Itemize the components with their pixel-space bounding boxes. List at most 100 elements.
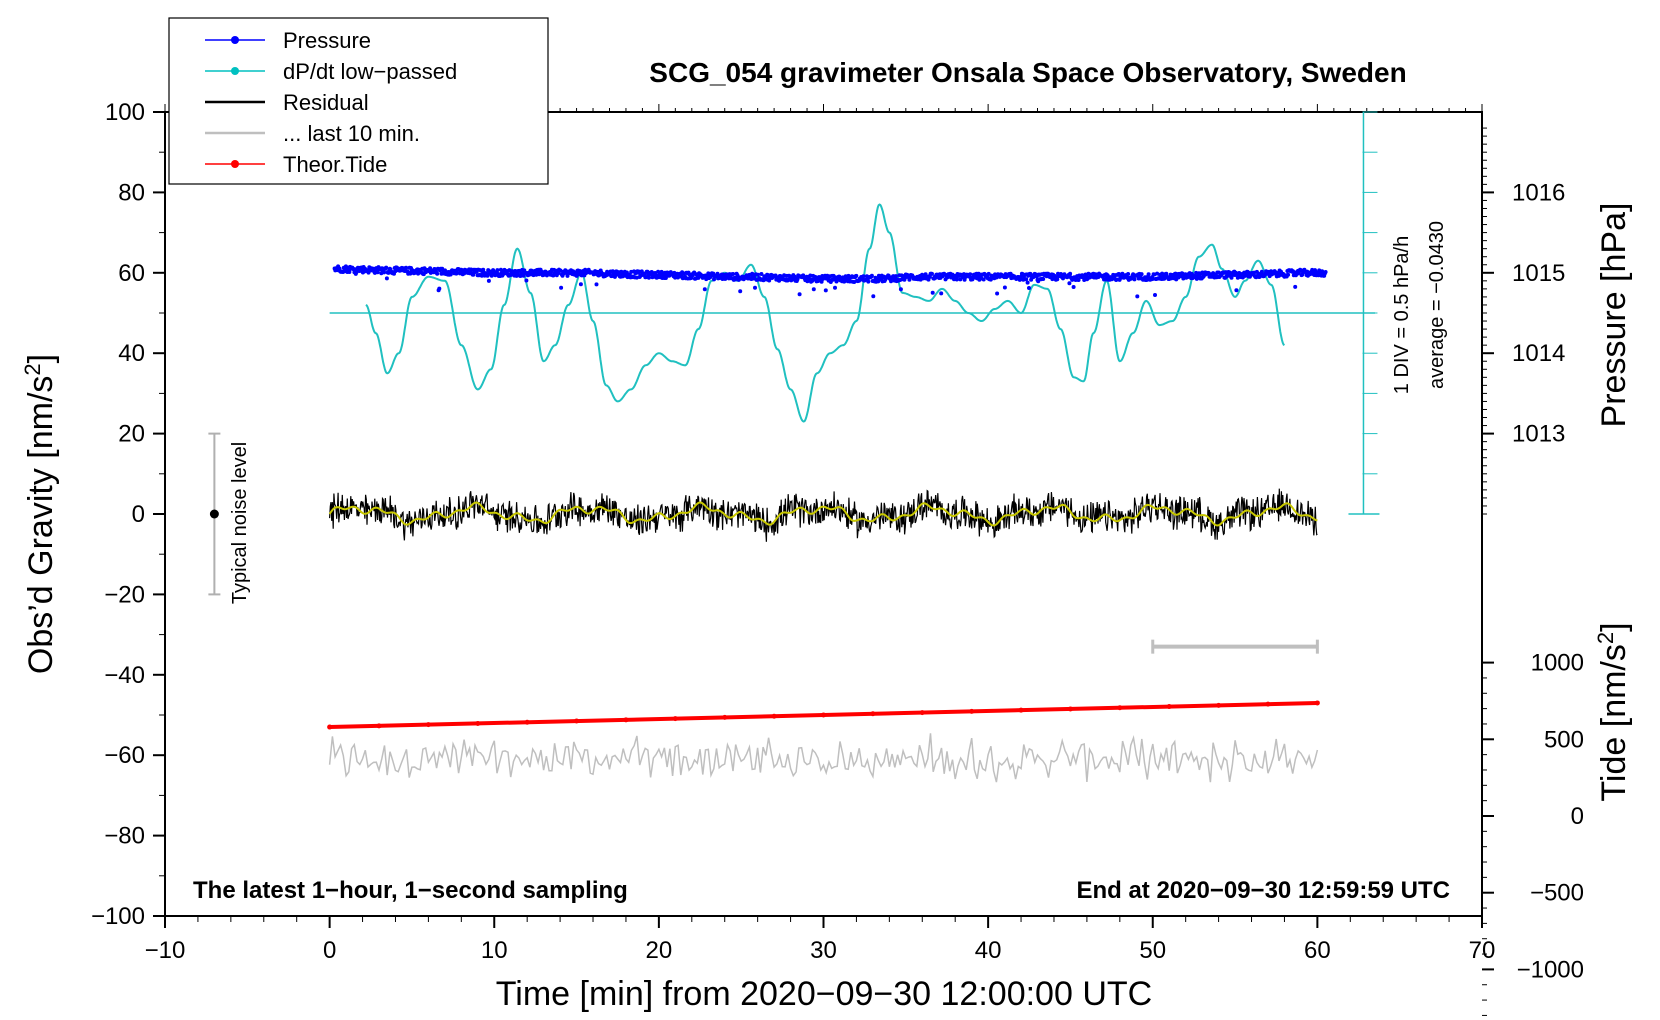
tide-point — [327, 724, 333, 730]
pressure-point — [871, 294, 876, 299]
pressure-point — [927, 274, 932, 279]
y-tick-label: 100 — [105, 99, 145, 126]
tide-point — [425, 722, 431, 728]
pressure-point — [995, 291, 1000, 296]
pressure-point — [823, 288, 828, 293]
residual-layer — [329, 488, 1318, 542]
pressure-point — [861, 274, 866, 279]
pressure-point — [437, 286, 442, 291]
y-axis-label: Obs’d Gravity [nm/s2] — [20, 354, 61, 674]
pressure-point — [448, 272, 453, 277]
legend-label-last10: ... last 10 min. — [283, 121, 420, 146]
pressure-point — [854, 273, 859, 278]
x-tick-label: 20 — [646, 937, 673, 964]
pressure-point — [981, 277, 986, 282]
pressure-point — [866, 279, 871, 284]
noise-center-dot — [209, 509, 219, 519]
pressure-point — [1002, 285, 1007, 290]
pressure-point — [702, 287, 707, 292]
tide-point — [1067, 706, 1073, 712]
pressure-point — [1068, 271, 1073, 276]
pressure-point — [1153, 293, 1157, 297]
pressure-point — [1259, 269, 1264, 274]
y-axis-label-main: Obs’d Gravity [nm/s — [22, 376, 60, 675]
pressure-point — [1150, 276, 1155, 281]
pressure-point — [930, 290, 935, 295]
y-tick-label: 0 — [132, 501, 145, 528]
y-axis-label-end: ] — [22, 354, 60, 363]
pressure-point — [939, 291, 944, 296]
tide-point — [672, 716, 678, 722]
pressure-tick-label: 1013 — [1512, 421, 1565, 448]
tide-point — [870, 711, 876, 717]
tide-tick-label: −500 — [1530, 880, 1584, 907]
pressure-point — [755, 272, 760, 277]
pressure-point — [898, 287, 903, 292]
tide-point — [623, 717, 629, 723]
pressure-point — [1025, 280, 1030, 285]
pressure-point — [1076, 278, 1081, 282]
pressure-point — [565, 273, 570, 278]
tide-point — [574, 718, 580, 724]
y-tick-label: −40 — [104, 662, 145, 689]
smoothed-residual-line — [328, 501, 1318, 527]
legend-label-pressure: Pressure — [283, 28, 371, 53]
tide-axis-label-main: Tide [nm/s — [1595, 644, 1633, 801]
pressure-point — [869, 273, 874, 278]
tide-point — [1166, 704, 1172, 710]
y-tick-label: 60 — [118, 260, 145, 287]
pressure-point — [759, 272, 764, 276]
pressure-point — [435, 271, 440, 276]
y-axis-label-sup: 2 — [20, 363, 45, 375]
pressure-point — [1041, 277, 1046, 281]
pressure-point — [1323, 270, 1328, 274]
pressure-point — [384, 276, 389, 281]
tide-point — [1216, 702, 1222, 708]
y-tick-label: −60 — [104, 742, 145, 769]
legend-label-residual: Residual — [283, 90, 369, 115]
dpdt-div-label: 1 DIV = 0.5 hPa/h — [1391, 236, 1413, 394]
sampling-annotation: The latest 1−hour, 1−second sampling — [193, 877, 628, 904]
pressure-point — [889, 279, 893, 284]
pressure-point — [347, 270, 352, 274]
grey-trace-line — [328, 733, 1319, 783]
pressure-point — [954, 277, 959, 282]
pressure-point — [811, 287, 816, 292]
pressure-point — [712, 277, 716, 282]
tide-point — [1117, 705, 1123, 711]
end-time-annotation: End at 2020−09−30 12:59:59 UTC — [1076, 877, 1450, 904]
tide-point — [524, 719, 530, 725]
grey-trace-layer — [328, 733, 1319, 783]
legend-label-tide: Theor.Tide — [283, 152, 387, 177]
noise-level-label: Typical noise level — [229, 442, 251, 604]
x-tick-label: 60 — [1304, 937, 1331, 964]
tide-point — [1314, 700, 1320, 706]
tide-tick-label: −1000 — [1517, 956, 1584, 983]
pressure-tick-label: 1015 — [1512, 260, 1565, 287]
pressure-point — [1055, 277, 1060, 282]
pressure-layer — [332, 264, 1328, 299]
pressure-point — [495, 268, 500, 273]
pressure-point — [1071, 285, 1076, 289]
legend: Pressure dP/dt low−passed Residual ... l… — [168, 17, 549, 185]
pressure-point — [404, 265, 409, 270]
tide-tick-label: 1000 — [1531, 650, 1584, 677]
pressure-point — [797, 292, 802, 297]
legend-label-dpdt: dP/dt low−passed — [283, 59, 457, 84]
x-tick-label: 50 — [1139, 937, 1166, 964]
pressure-point — [578, 282, 583, 287]
residual-line — [329, 488, 1318, 542]
pressure-point — [833, 285, 837, 290]
pressure-tick-label: 1014 — [1512, 340, 1565, 367]
pressure-point — [723, 276, 728, 281]
y-tick-label: −20 — [104, 581, 145, 608]
y-tick-label: 40 — [118, 340, 145, 367]
pressure-point — [1024, 277, 1029, 282]
x-tick-label: 30 — [810, 937, 837, 964]
pressure-point — [408, 271, 413, 276]
pressure-point — [375, 270, 380, 275]
x-axis-label: Time [min] from 2020−09−30 12:00:00 UTC — [496, 975, 1152, 1013]
y-tick-label: −100 — [91, 903, 145, 930]
tide-axis-label: Tide [nm/s2] — [1593, 622, 1634, 801]
axes-layer: −10 0 10 20 30 40 50 60 70100806040200−20−40−60−… — [91, 99, 1584, 1016]
